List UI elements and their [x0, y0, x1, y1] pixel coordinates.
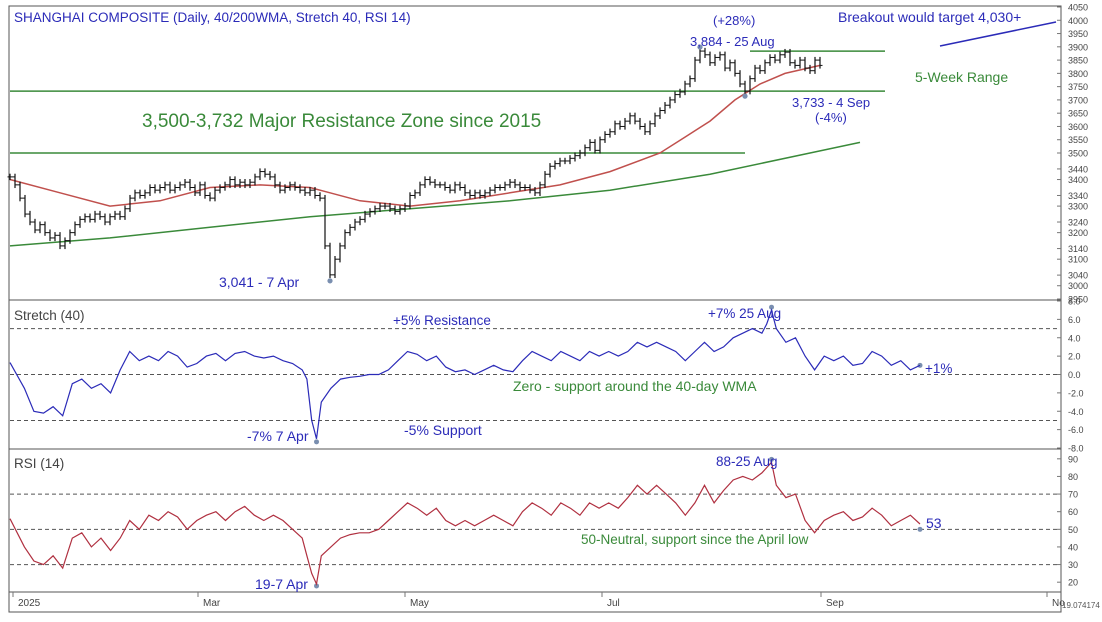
stretch-y-tick-label: -6.0: [1068, 425, 1084, 435]
price-y-tick-label: 4050: [1068, 3, 1088, 13]
stretch-current-label: +1%: [925, 361, 952, 376]
price-y-tick-label: 4000: [1068, 16, 1088, 26]
rsi-line: [9, 461, 921, 587]
price-y-tick-label: 2950: [1068, 295, 1088, 305]
price-bars: [7, 44, 823, 284]
x-axis: 2025 Mar May Jul Sep No: [12, 592, 1065, 609]
resistance-zone-label: 3,500-3,732 Major Resistance Zone since …: [142, 111, 541, 132]
price-y-tick-label: 3200: [1068, 228, 1088, 238]
stretch-title: Stretch (40): [14, 308, 85, 323]
rsi-current-marker: [917, 526, 923, 532]
range-label: 5-Week Range: [915, 69, 1008, 85]
stretch-line: [9, 308, 921, 439]
price-y-tick-label: 3550: [1068, 135, 1088, 145]
pullback-label: 3,733 - 4 Sep: [792, 95, 870, 110]
rsi-reference-lines: [10, 456, 1057, 589]
rsi-y-tick-label: 90: [1068, 454, 1078, 464]
peak-label: 3,884 - 25 Aug: [690, 34, 775, 49]
x-axis-tick-label: Sep: [826, 598, 844, 609]
stretch-zero-label: Zero - support around the 40-day WMA: [513, 378, 757, 394]
rsi-low-marker: [314, 583, 320, 589]
price-y-tick-label: 3850: [1068, 56, 1088, 66]
stretch-y-axis: -8.0 -6.0 -4.0 -2.0 0.0 2.0 4.0 6.0 8.0: [1057, 297, 1084, 454]
price-chart-title: SHANGHAI COMPOSITE (Daily, 40/200WMA, St…: [14, 10, 411, 25]
stretch-y-tick-label: 6.0: [1068, 315, 1081, 325]
price-y-tick-label: 3500: [1068, 149, 1088, 159]
stretch-peak-label: +7% 25 Aug: [708, 306, 781, 321]
rsi-title: RSI (14): [14, 456, 64, 471]
price-y-tick-label: 3300: [1068, 202, 1088, 212]
rsi-y-tick-label: 30: [1068, 560, 1078, 570]
breakout-target-line: [939, 21, 1057, 47]
price-y-tick-label: 3000: [1068, 281, 1088, 291]
x-axis-frame: [8, 591, 1062, 613]
watermark-value: 19.074174: [1062, 601, 1100, 610]
stretch-low-marker: [314, 439, 320, 445]
price-y-tick-label: 3800: [1068, 69, 1088, 79]
stretch-support-label: -5% Support: [404, 422, 482, 438]
peak-percent-label: (+28%): [713, 13, 755, 28]
stretch-y-tick-label: 4.0: [1068, 333, 1081, 343]
stretch-y-tick-label: 0.0: [1068, 370, 1081, 380]
price-y-tick-label: 3400: [1068, 175, 1088, 185]
price-y-tick-label: 3340: [1068, 191, 1088, 201]
price-y-tick-label: 3700: [1068, 95, 1088, 105]
pullback-percent-label: (-4%): [815, 110, 847, 125]
rsi-neutral-label: 50-Neutral, support since the April low: [581, 532, 809, 547]
price-y-tick-label: 3750: [1068, 82, 1088, 92]
rsi-low-label: 19-7 Apr: [255, 576, 308, 592]
price-y-tick-label: 3440: [1068, 164, 1088, 174]
rsi-peak-label: 88-25 Aug: [716, 454, 778, 469]
price-horizontal-lines: [10, 50, 885, 154]
rsi-y-axis: 20 30 40 50 60 70 80 90: [1057, 454, 1078, 588]
price-y-tick-label: 3650: [1068, 109, 1088, 119]
x-axis-tick-label: No: [1052, 598, 1065, 609]
price-y-tick-label: 3100: [1068, 255, 1088, 265]
stretch-y-tick-label: -8.0: [1068, 444, 1084, 454]
stretch-y-tick-label: 2.0: [1068, 352, 1081, 362]
stretch-y-tick-label: -4.0: [1068, 407, 1084, 417]
rsi-y-tick-label: 60: [1068, 507, 1078, 517]
stretch-y-tick-label: 8.0: [1068, 297, 1081, 307]
rsi-y-tick-label: 20: [1068, 578, 1078, 588]
stretch-y-tick-label: -2.0: [1068, 388, 1084, 398]
stretch-low-label: -7% 7 Apr: [247, 428, 309, 444]
peak-marker: [697, 44, 703, 50]
wma200-line: [9, 141, 861, 247]
price-y-tick-label: 3240: [1068, 218, 1088, 228]
rsi-y-tick-label: 80: [1068, 472, 1078, 482]
x-axis-tick-label: May: [410, 598, 429, 609]
rsi-y-tick-label: 50: [1068, 525, 1078, 535]
april-low-label: 3,041 - 7 Apr: [219, 274, 300, 290]
stretch-resistance-label: +5% Resistance: [393, 313, 491, 328]
wma40-line: [9, 64, 821, 207]
x-axis-tick-label: Jul: [607, 598, 620, 609]
price-y-tick-label: 3950: [1068, 29, 1088, 39]
stretch-peak-marker: [769, 304, 775, 310]
breakout-label: Breakout would target 4,030+: [838, 9, 1021, 25]
price-y-tick-label: 3040: [1068, 271, 1088, 281]
april-low-marker: [327, 278, 333, 284]
rsi-y-tick-label: 40: [1068, 542, 1078, 552]
pullback-marker: [742, 93, 748, 99]
price-y-tick-label: 3900: [1068, 42, 1088, 52]
x-axis-tick-label: Mar: [203, 598, 221, 609]
rsi-y-tick-label: 70: [1068, 490, 1078, 500]
price-y-tick-label: 3600: [1068, 122, 1088, 132]
rsi-current-label: 53: [926, 515, 942, 531]
price-y-tick-label: 3140: [1068, 244, 1088, 254]
rsi-peak-marker: [769, 456, 775, 462]
x-axis-tick-label: 2025: [18, 598, 41, 609]
